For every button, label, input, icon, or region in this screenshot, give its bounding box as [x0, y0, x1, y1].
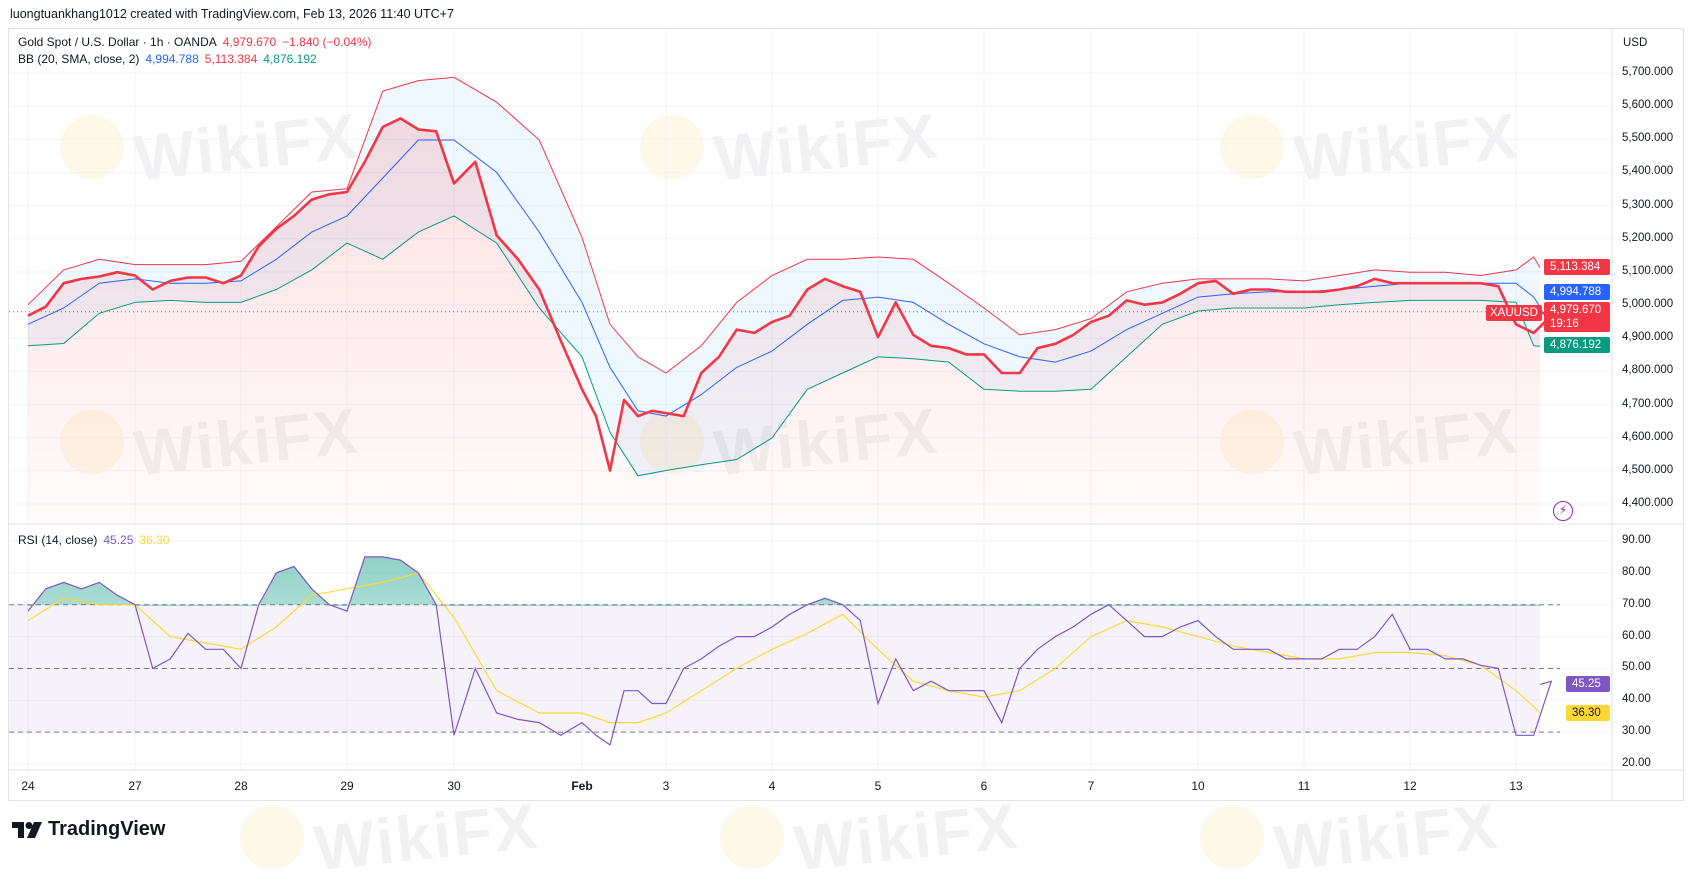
bb-upper-value: 5,113.384 — [205, 52, 258, 66]
time-axis-label: 11 — [1298, 779, 1310, 793]
price-axis-label: 4,400.000 — [1622, 497, 1673, 509]
rsi-axis-label: 90.00 — [1622, 534, 1651, 546]
rsi-axis-label: 30.00 — [1622, 725, 1651, 737]
brand-name: TradingView — [48, 818, 165, 841]
price-badge-value: 4,979.670 — [1550, 303, 1610, 317]
time-axis-label: 3 — [663, 779, 670, 793]
time-axis-label: 24 — [21, 779, 34, 793]
chart-canvas[interactable] — [0, 0, 1693, 861]
time-axis-label: 5 — [875, 779, 882, 793]
bb-legend[interactable]: BB (20, SMA, close, 2) 4,994.788 5,113.384… — [18, 52, 323, 66]
rsi-axis-label: 60.00 — [1622, 630, 1651, 642]
price-axis-label: 4,500.000 — [1622, 464, 1673, 476]
bb-lower-value: 4,876.192 — [263, 52, 316, 66]
rsi-axis-label: 20.00 — [1622, 757, 1651, 769]
price-axis-label: 5,500.000 — [1622, 132, 1673, 144]
price-area-fill — [28, 118, 1551, 524]
main-legend[interactable]: Gold Spot / U.S. Dollar · 1h · OANDA 4,97… — [18, 35, 378, 49]
legend-change: −1.840 (−0.04%) — [282, 35, 371, 49]
tradingview-brand[interactable]: TradingView — [12, 818, 165, 841]
price-axis-label: 5,300.000 — [1622, 199, 1673, 211]
price-axis-label: 4,900.000 — [1622, 331, 1673, 343]
price-axis-label: 5,200.000 — [1622, 232, 1673, 244]
time-axis-label: Feb — [571, 779, 592, 793]
countdown: 19:16 — [1550, 317, 1610, 331]
price-axis-label: 4,800.000 — [1622, 364, 1673, 376]
time-axis-label: 27 — [128, 779, 141, 793]
legend-price: 4,979.670 — [223, 35, 276, 49]
time-axis-label: 6 — [981, 779, 988, 793]
tradingview-logo-icon — [12, 822, 42, 838]
bb-lower-badge: 4,876.192 — [1544, 337, 1610, 353]
rsi-axis-label: 50.00 — [1622, 661, 1651, 673]
time-axis-label: 7 — [1088, 779, 1095, 793]
rsi-axis-label: 80.00 — [1622, 566, 1651, 578]
bb-basis-badge: 4,994.788 — [1544, 284, 1610, 300]
legend-symbol: Gold Spot / U.S. Dollar · 1h · OANDA — [18, 35, 217, 49]
time-axis-label: 30 — [447, 779, 460, 793]
rsi-label: RSI (14, close) — [18, 533, 97, 547]
bb-label: BB (20, SMA, close, 2) — [18, 52, 139, 66]
time-axis-label: 29 — [340, 779, 353, 793]
rsi-value: 45.25 — [103, 533, 133, 547]
bb-upper-badge: 5,113.384 — [1544, 259, 1610, 275]
price-badge: 4,979.670 19:16 — [1544, 302, 1610, 332]
price-axis-label: 5,000.000 — [1622, 298, 1673, 310]
price-axis-label: 4,600.000 — [1622, 431, 1673, 443]
rsi-ma-badge: 36.30 — [1566, 705, 1610, 721]
time-axis-label: 4 — [769, 779, 776, 793]
symbol-badge: XAUUSD — [1486, 305, 1542, 321]
price-axis-label: 5,600.000 — [1622, 99, 1673, 111]
price-axis-label: 4,700.000 — [1622, 398, 1673, 410]
lightning-icon[interactable]: ⚡ — [1553, 501, 1573, 521]
time-axis-label: 10 — [1191, 779, 1204, 793]
time-axis-label: 28 — [234, 779, 247, 793]
price-axis-label: 5,700.000 — [1622, 66, 1673, 78]
time-axis-label: 12 — [1403, 779, 1416, 793]
rsi-axis-label: 70.00 — [1622, 598, 1651, 610]
price-axis-label: 5,400.000 — [1622, 165, 1673, 177]
price-axis-label: 5,100.000 — [1622, 265, 1673, 277]
rsi-badge: 45.25 — [1566, 676, 1610, 692]
bb-basis-value: 4,994.788 — [145, 52, 198, 66]
rsi-ma-value: 36.30 — [139, 533, 169, 547]
rsi-legend[interactable]: RSI (14, close) 45.25 36.30 — [18, 533, 175, 547]
rsi-axis-label: 40.00 — [1622, 693, 1651, 705]
time-axis-label: 13 — [1509, 779, 1522, 793]
currency-label[interactable]: USD — [1623, 37, 1647, 49]
